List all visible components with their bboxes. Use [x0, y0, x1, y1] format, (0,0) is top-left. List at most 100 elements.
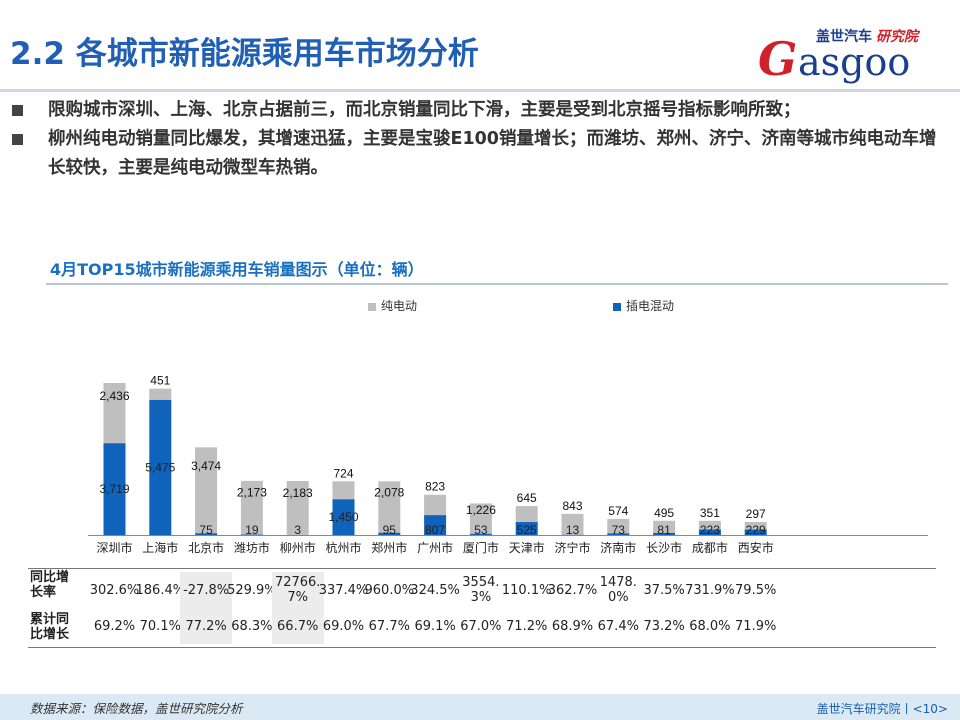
data-label-phev: 3,719 — [99, 482, 129, 496]
bar-bev — [149, 388, 172, 400]
yoy-growth-cell: 960.0% — [364, 582, 415, 598]
bar-phev — [378, 532, 401, 535]
bar-bev — [424, 494, 447, 516]
data-label-phev: 5,475 — [145, 460, 175, 474]
logo-caption: 盖世汽车 研究院 — [816, 26, 918, 46]
bar-phev — [195, 533, 218, 535]
data-label-phev: 223 — [700, 523, 720, 537]
data-label-phev: 19 — [245, 523, 259, 537]
data-label-bev: 2,078 — [374, 486, 404, 500]
cumulative-growth-cell: 69.1% — [414, 618, 456, 634]
bar-bev — [195, 447, 218, 534]
yoy-growth-cell: 324.5% — [410, 582, 460, 598]
gasgoo-logo: 盖世汽车 研究院 G asgoo — [758, 26, 948, 86]
legend-item-phev: 插电混动 — [613, 297, 674, 314]
bullet-square-icon — [12, 134, 23, 145]
cumulative-growth-cell: 68.3% — [231, 618, 273, 634]
yoy-growth-cell: 1478.0% — [599, 575, 637, 605]
category-label: 柳州市 — [280, 540, 316, 555]
table-bottom-line — [28, 647, 936, 648]
data-label-bev: 297 — [746, 507, 766, 521]
category-label: 郑州市 — [371, 540, 407, 555]
category-label: 长沙市 — [646, 540, 682, 555]
bar-phev — [424, 515, 447, 535]
data-label-phev: 73 — [612, 523, 626, 537]
logo-caption-main: 盖世汽车 — [816, 29, 872, 45]
legend-swatch — [613, 302, 621, 311]
yoy-growth-cell: 731.9% — [685, 582, 735, 598]
data-label-phev: 75 — [199, 523, 213, 537]
category-label: 广州市 — [417, 540, 453, 555]
data-label-phev: 53 — [474, 523, 488, 537]
category-label: 深圳市 — [96, 540, 132, 555]
bar-phev — [698, 529, 721, 535]
bar-bev — [744, 522, 767, 530]
data-label-bev: 1,226 — [466, 503, 496, 517]
yoy-growth-cell: 72766.7% — [271, 572, 324, 608]
yoy-growth-cell: 362.7% — [547, 582, 598, 598]
yoy-growth-cell: 110.1% — [501, 582, 552, 598]
bar-bev — [469, 503, 492, 534]
header-divider — [0, 89, 960, 92]
legend-label: 纯电动 — [381, 299, 418, 313]
bullet-item: 柳州纯电动销量同比爆发，其增速迅猛，主要是宝骏E100销量增长；而潍坊、郑州、济… — [12, 125, 952, 183]
cumulative-growth-cell: 70.1% — [139, 618, 181, 634]
data-label-bev: 724 — [333, 466, 353, 480]
data-label-phev: 229 — [746, 523, 766, 537]
data-label-bev: 2,173 — [237, 486, 267, 500]
data-label-phev: 525 — [517, 523, 537, 537]
bar-phev — [149, 399, 172, 535]
bullet-list: 限购城市深圳、上海、北京占据前三，而北京销量同比下滑，主要是受到北京摇号指标影响… — [12, 96, 952, 183]
cumulative-growth-cell: 69.2% — [93, 618, 136, 634]
data-label-phev: 81 — [657, 523, 671, 537]
bar-bev — [332, 481, 355, 500]
legend-item-bev: 纯电动 — [368, 297, 417, 314]
logo-g-letter: G — [758, 32, 798, 86]
data-label-bev: 3,474 — [191, 459, 221, 473]
row-label-cumulative: 累计同 比增长 — [30, 612, 70, 642]
bullet-text: 柳州纯电动销量同比爆发，其增速迅猛，主要是宝骏E100销量增长；而潍坊、郑州、济… — [48, 129, 937, 178]
cumulative-growth-cell: 67.0% — [460, 618, 502, 634]
logo-caption-red: 研究院 — [876, 29, 918, 45]
bar-bev — [698, 520, 721, 530]
yoy-growth-cell: -27.8% — [180, 572, 233, 608]
cumulative-growth-cell: 67.7% — [368, 618, 410, 634]
category-label: 厦门市 — [463, 540, 499, 555]
bar-phev — [744, 529, 767, 535]
yoy-growth-cell: 79.5% — [735, 582, 777, 598]
bullet-item: 限购城市深圳、上海、北京占据前三，而北京销量同比下滑，主要是受到北京摇号指标影响… — [12, 96, 952, 125]
data-label-bev: 823 — [425, 480, 445, 494]
category-label: 成都市 — [692, 540, 728, 555]
category-label: 济南市 — [600, 540, 636, 555]
bar-bev — [607, 519, 630, 534]
bar-bev — [561, 513, 584, 535]
data-source: 数据来源：保险数据，盖世研究院分析 — [30, 701, 243, 716]
data-label-bev: 843 — [562, 499, 582, 513]
bullet-text: 限购城市深圳、上海、北京占据前三，而北京销量同比下滑，主要是受到北京摇号指标影响… — [48, 100, 801, 120]
data-label-bev: 351 — [700, 506, 720, 520]
cumulative-growth-cell: 69.0% — [322, 618, 365, 634]
bar-phev — [469, 533, 492, 535]
data-label-phev: 13 — [566, 523, 580, 537]
yoy-growth-cell: 186.4% — [135, 582, 186, 598]
yoy-growth-cell: 3554.3% — [462, 575, 500, 605]
cumulative-growth-cell: 66.7% — [271, 608, 324, 644]
chart-title-divider — [46, 283, 948, 285]
bar-phev — [103, 443, 126, 535]
page-title: 2.2 各城市新能源乘用车市场分析 — [10, 36, 479, 72]
category-label: 西安市 — [738, 540, 774, 555]
bar-bev — [378, 481, 401, 533]
data-label-phev: 95 — [383, 523, 397, 537]
stacked-bar-chart: 3,719 2,436 深圳市 5,475 451 上海市 75 3,474 北京市 19 2,17… — [88, 374, 928, 555]
category-label: 潍坊市 — [234, 540, 270, 555]
data-label-bev: 495 — [654, 506, 674, 520]
data-label-bev: 645 — [517, 491, 537, 505]
category-label: 天津市 — [509, 540, 545, 555]
cumulative-growth-cell: 68.9% — [551, 618, 594, 634]
bullet-square-icon — [12, 105, 23, 116]
row-label-yoy: 同比增 长率 — [30, 570, 70, 600]
bar-phev — [332, 499, 355, 535]
table-top-line — [28, 568, 936, 569]
bar-bev — [653, 520, 676, 533]
cumulative-growth-cell: 77.2% — [180, 608, 233, 644]
